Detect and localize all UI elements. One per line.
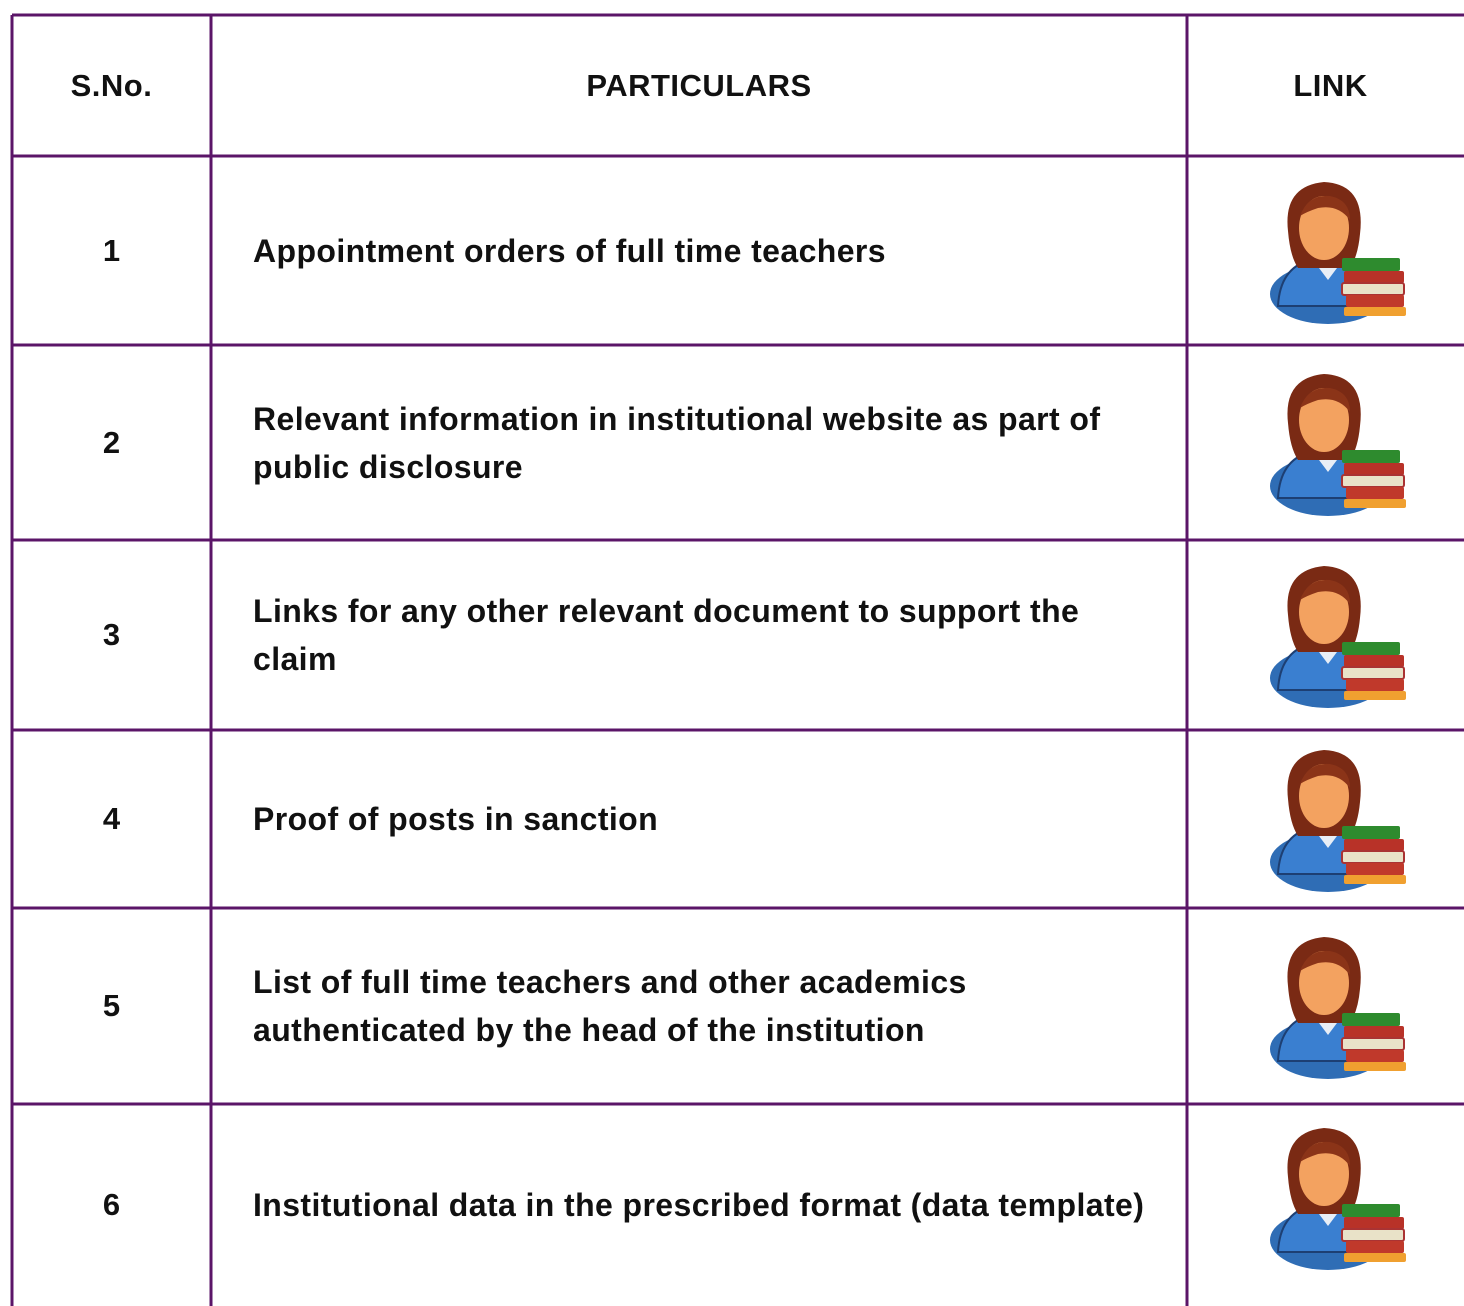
serial-number: 2 (102, 424, 121, 460)
serial-number: 6 (102, 1187, 121, 1222)
particular: List of full time teachers and other aca… (253, 964, 967, 1048)
link-icon[interactable] (1258, 368, 1408, 518)
serial-number: 3 (102, 617, 121, 652)
particular: Links for any other relevant document to… (253, 593, 1080, 677)
column-header: LINK (1293, 67, 1368, 103)
serial-number: 4 (102, 801, 121, 836)
particular: Appointment orders of full time teachers (253, 232, 886, 269)
link-icon[interactable] (1258, 176, 1408, 326)
link-icon[interactable] (1258, 931, 1408, 1081)
link-icon[interactable] (1258, 560, 1408, 710)
particular: Relevant information in institutional we… (253, 400, 1101, 485)
serial-number: 1 (102, 232, 121, 268)
serial-number: 5 (102, 988, 121, 1023)
column-header: S.No. (70, 67, 153, 103)
particular: Proof of posts in sanction (253, 801, 659, 837)
particular: Institutional data in the prescribed for… (253, 1187, 1145, 1223)
link-icon[interactable] (1258, 744, 1408, 894)
link-icon[interactable] (1258, 1122, 1408, 1272)
column-header: PARTICULARS (586, 67, 812, 103)
